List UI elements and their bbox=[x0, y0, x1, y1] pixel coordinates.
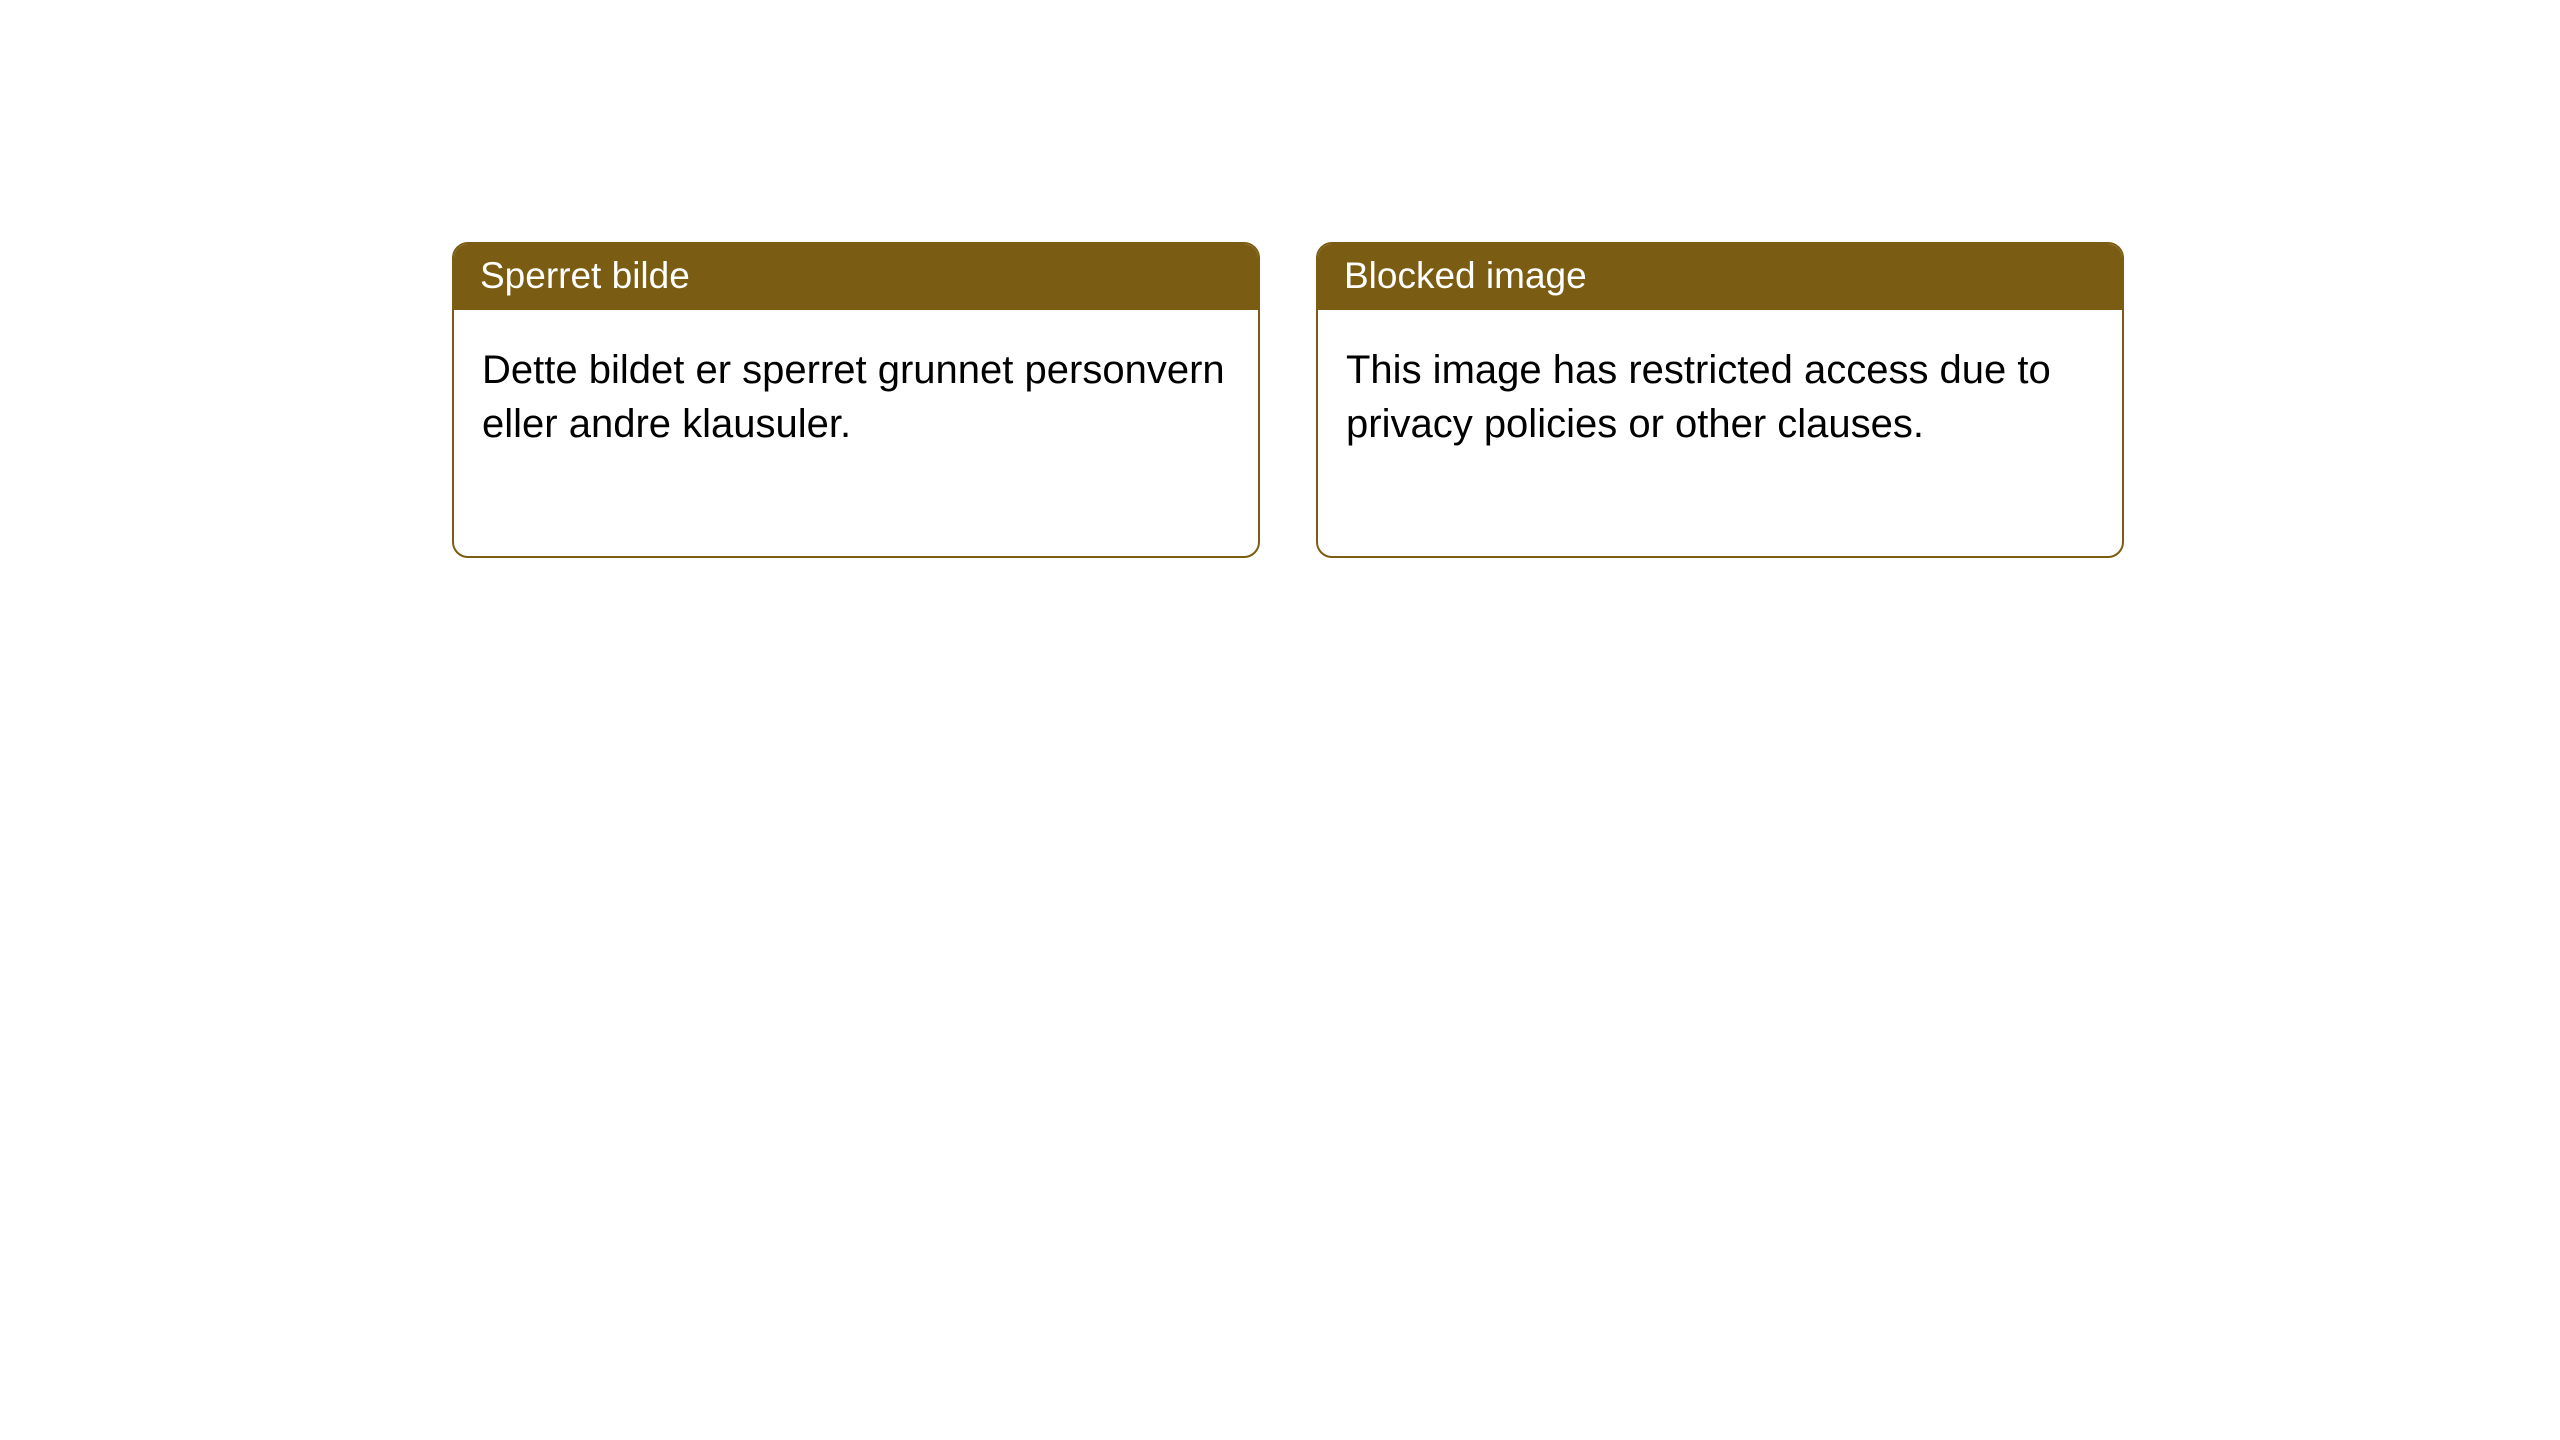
notice-body-en: This image has restricted access due to … bbox=[1318, 310, 2122, 556]
notice-card-no: Sperret bilde Dette bildet er sperret gr… bbox=[452, 242, 1260, 558]
notice-container: Sperret bilde Dette bildet er sperret gr… bbox=[0, 0, 2560, 558]
notice-title-no: Sperret bilde bbox=[454, 244, 1258, 310]
notice-title-en: Blocked image bbox=[1318, 244, 2122, 310]
notice-card-en: Blocked image This image has restricted … bbox=[1316, 242, 2124, 558]
notice-body-no: Dette bildet er sperret grunnet personve… bbox=[454, 310, 1258, 556]
